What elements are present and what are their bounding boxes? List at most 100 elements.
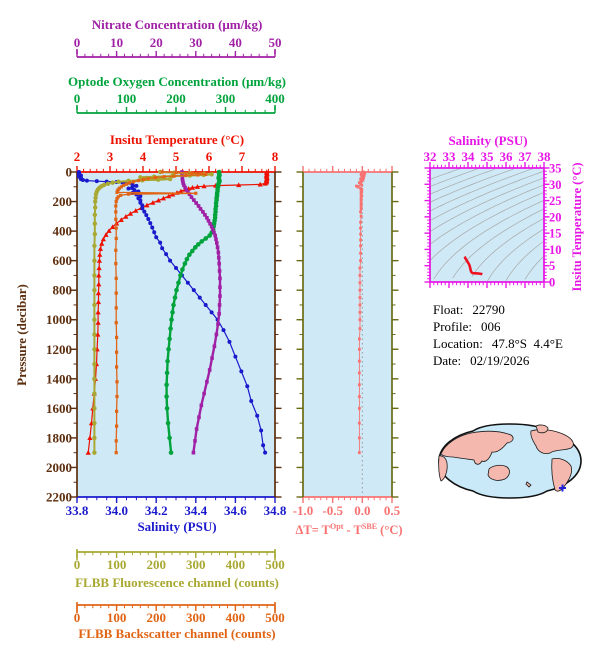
float-location-marker [559, 484, 566, 492]
float-label: Float: [433, 302, 464, 317]
pressure-tick-label: 800 [53, 283, 73, 298]
continent-africa [438, 455, 448, 482]
world-map [438, 423, 582, 499]
dt-title-part: (°C) [377, 523, 403, 538]
tick-label: 100 [107, 610, 127, 625]
isopycnal-contours [429, 167, 545, 283]
backscatter-series [114, 170, 208, 455]
dt-title-sup: SBE [361, 522, 378, 531]
tick-label: 37 [519, 149, 533, 164]
tick-label: 3 [107, 149, 114, 164]
tick-label: 4 [140, 149, 147, 164]
tick-label: 8 [272, 149, 279, 164]
fluorescence-axis-title: FLBB Fluorescence channel (counts) [75, 575, 279, 590]
pressure-tick-label: 600 [53, 253, 73, 268]
delta-t-tick-label: -0.5 [322, 503, 343, 518]
tick-label: 500 [265, 557, 285, 572]
ts-temp-tick-label: 15 [549, 227, 562, 241]
pressure-tick-label: 1400 [46, 371, 72, 386]
tick-label: 34.8 [264, 503, 287, 518]
tick-label: 32 [424, 149, 437, 164]
oxygen-axis-title: Optode Oxygen Concentration (μm/kg) [68, 74, 286, 89]
tick-label: 300 [186, 557, 206, 572]
dt-title-part: ΔT= T [295, 523, 331, 538]
tick-label: 300 [186, 610, 206, 625]
pressure-tick-label: 1200 [46, 342, 72, 357]
ts-temp-tick-label: 20 [549, 210, 562, 224]
tick-label: 34.6 [224, 503, 247, 518]
pressure-tick-label: 200 [53, 194, 73, 209]
island-new-zealand [525, 481, 532, 488]
pressure-tick-label: 0 [66, 165, 73, 180]
profile-value: 006 [481, 319, 501, 334]
profile-row: Profile: 006 [433, 318, 563, 335]
tick-label: 400 [226, 610, 246, 625]
tick-label: 40 [229, 35, 242, 50]
tick-label: 10 [110, 35, 123, 50]
delta-t-tick-label: -1.0 [293, 503, 314, 518]
nitrate-axis-title: Nitrate Concentration (μm/kg) [91, 17, 263, 32]
date-row: Date: 02/19/2026 [433, 352, 563, 369]
dt-title-sup: Opt [330, 522, 344, 531]
tick-label: 6 [206, 149, 213, 164]
float-info-block: Float: 22790 Profile: 006 Location: 47.8°S … [433, 301, 563, 369]
tick-label: 33 [443, 149, 457, 164]
date-value: 02/19/2026 [470, 353, 530, 368]
oxygen-series [164, 169, 222, 455]
tick-label: 35 [481, 149, 495, 164]
tick-label: 34.0 [105, 503, 128, 518]
ts-diagram-panel [424, 162, 550, 288]
ts-temp-tick-label: 0 [549, 276, 555, 290]
ts-temperature-axis-title: Insitu Temperature (°C) [570, 162, 584, 292]
tick-label: 36 [500, 149, 514, 164]
tick-label: 100 [117, 91, 137, 106]
delta-t-tick-label: 0.5 [384, 503, 401, 518]
tick-label: 7 [239, 149, 246, 164]
location-value: 47.8°S 4.4°E [491, 336, 563, 351]
profile-label: Profile: [433, 319, 472, 334]
tick-label: 5 [173, 149, 180, 164]
dt-title-part: - T [343, 523, 362, 538]
continent-north-america [530, 429, 574, 454]
nitrate-series [180, 170, 222, 455]
tick-label: 0 [74, 557, 81, 572]
location-label: Location: [433, 336, 483, 351]
tick-label: 38 [538, 149, 552, 164]
pressure-tick-label: 1000 [46, 312, 72, 327]
pressure-tick-label: 2000 [46, 460, 72, 475]
tick-label: 100 [107, 557, 127, 572]
pressure-tick-label: 1800 [46, 430, 72, 445]
tick-label: 200 [146, 557, 166, 572]
tick-label: 20 [150, 35, 163, 50]
profile-panel [70, 49, 282, 613]
delta-t-panel [296, 166, 399, 503]
tick-label: 500 [265, 610, 285, 625]
tick-label: 0 [74, 35, 81, 50]
ts-temp-tick-label: 10 [549, 243, 562, 257]
float-value: 22790 [472, 302, 505, 317]
pressure-tick-label: 2200 [46, 490, 72, 505]
salinity-axis-title: Salinity (PSU) [137, 519, 217, 534]
delta-t-axis-title: ΔT= TOpt - TSBE (°C) [290, 520, 408, 537]
continent-south-america [551, 458, 573, 492]
tick-label: 33.8 [66, 503, 89, 518]
tick-label: 200 [146, 610, 166, 625]
date-label: Date: [433, 353, 462, 368]
pressure-tick-label: 400 [53, 224, 73, 239]
pressure-axis-title: Pressure (decibar) [14, 284, 29, 386]
delta_t-series [355, 170, 367, 455]
tick-label: 0 [74, 610, 81, 625]
ts-temp-tick-label: 35 [549, 162, 562, 176]
tick-label: 34.4 [184, 503, 207, 518]
ts-temp-tick-label: 5 [549, 259, 555, 273]
tick-label: 34.2 [145, 503, 168, 518]
delta-t-tick-label: 0.0 [354, 503, 370, 518]
tick-label: 30 [189, 35, 202, 50]
tick-label: 34 [462, 149, 476, 164]
continents [438, 424, 574, 492]
tick-label: 50 [269, 35, 282, 50]
temperature-axis-title: Insitu Temperature (°C) [109, 132, 245, 147]
ts-temp-tick-label: 25 [549, 194, 562, 208]
